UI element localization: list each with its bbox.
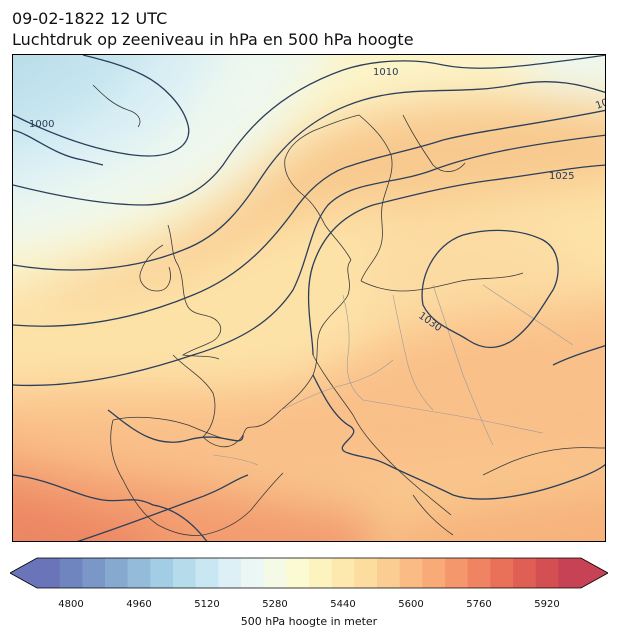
- isobar-1015: [13, 109, 605, 327]
- isobars: [13, 55, 605, 541]
- colorbar-segment: [127, 558, 151, 588]
- map-title-description: Luchtdruk op zeeniveau in hPa en 500 hPa…: [12, 30, 414, 49]
- isobar-1015-south: [76, 474, 249, 541]
- coastline-norway: [284, 114, 360, 261]
- colorbar-outline: [10, 557, 608, 589]
- colorbar-segment: [467, 558, 491, 588]
- colorbar-segment: [399, 558, 423, 588]
- isobar-1020-biscay: [107, 409, 244, 443]
- coastline-iberia: [110, 419, 284, 536]
- colorbar-segment: [535, 558, 559, 588]
- colorbar-segment: [37, 558, 61, 588]
- coastline-italy: [312, 354, 452, 516]
- colorbar-label: 500 hPa hoogte in meter: [240, 615, 378, 628]
- isobar-low-center: [13, 55, 190, 157]
- colorbar-segment: [377, 558, 401, 588]
- colorbar-segment: [445, 558, 469, 588]
- colorbar-segment: [263, 558, 287, 588]
- coastline-black-sea: [482, 447, 605, 476]
- isobar-1030: [421, 229, 559, 349]
- coastline-iceland: [92, 84, 141, 128]
- colorbar-segment: [558, 558, 582, 588]
- coastline-low-countries: [280, 259, 352, 411]
- colorbar-tick-label: 5280: [262, 599, 288, 610]
- coastline-balkans: [412, 494, 454, 536]
- colorbar-segment: [195, 558, 219, 588]
- isobar-1025: [307, 164, 605, 356]
- colorbar-segment: [218, 558, 242, 588]
- colorbar-segment: [513, 558, 537, 588]
- colorbar-segment: [105, 558, 129, 588]
- colorbar-segment: [422, 558, 446, 588]
- colorbar-max-extension: [581, 558, 608, 588]
- isobar-east: [552, 344, 605, 366]
- isobar-1005: [13, 55, 605, 206]
- coastline-sweden: [358, 114, 393, 282]
- coastline-france-west: [172, 354, 282, 448]
- colorbar-tick-label: 5440: [330, 599, 356, 610]
- isobar-1020-south: [13, 474, 208, 541]
- isobar-1010: [13, 81, 605, 271]
- weather-map: 1000 1010 1025 1030 10: [12, 54, 606, 542]
- colorbar-segments: [37, 558, 582, 588]
- country-borders: [212, 284, 574, 466]
- colorbar-tick-label: 5760: [466, 599, 492, 610]
- isobar-1020: [13, 134, 605, 387]
- colorbar-segment: [309, 558, 333, 588]
- colorbar-segment: [490, 558, 514, 588]
- isobar-1025-south: [312, 374, 605, 500]
- coastline-finland: [402, 114, 466, 172]
- colorbar-segment: [59, 558, 83, 588]
- height-field-shading: [13, 55, 605, 541]
- colorbar-tick-label: 5600: [398, 599, 424, 610]
- isobar-label-1025: 1025: [549, 171, 574, 182]
- coastlines: [92, 84, 605, 536]
- coastline-ireland: [139, 244, 171, 292]
- colorbar-tick-label: 5120: [194, 599, 220, 610]
- colorbar-min-extension: [10, 558, 37, 588]
- map-canvas: 1000 1010 1025 1030 10: [13, 55, 606, 541]
- coastline-great-britain: [167, 224, 222, 360]
- coastline-baltic: [360, 272, 524, 292]
- isobar-1000: [13, 129, 104, 166]
- isobar-label-1000: 1000: [29, 119, 54, 130]
- colorbar-tick-label: 4960: [126, 599, 152, 610]
- colorbar-tick-label: 5920: [534, 599, 560, 610]
- colorbar-tick-label: 4800: [58, 599, 84, 610]
- colorbar-segment: [82, 558, 106, 588]
- isobar-label-1010: 1010: [373, 67, 398, 78]
- colorbar: [10, 557, 608, 589]
- colorbar-segment: [150, 558, 174, 588]
- map-title-date: 09-02-1822 12 UTC: [12, 9, 168, 28]
- colorbar-segment: [286, 558, 310, 588]
- colorbar-segment: [241, 558, 265, 588]
- colorbar-segment: [331, 558, 355, 588]
- colorbar-segment: [354, 558, 378, 588]
- colorbar-segment: [173, 558, 197, 588]
- isobar-label-partial: 10: [594, 97, 606, 112]
